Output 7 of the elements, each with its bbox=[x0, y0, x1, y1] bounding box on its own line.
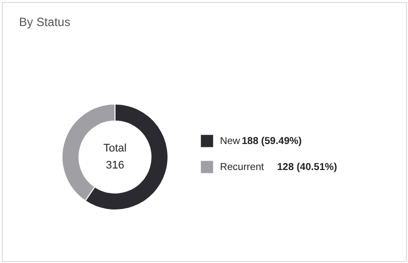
data-label: 188 (59.49%) bbox=[242, 136, 302, 147]
text: Total bbox=[103, 142, 127, 154]
legend-label: Recurrent bbox=[220, 162, 264, 173]
text: 316 bbox=[106, 160, 124, 172]
chart-title: By Status bbox=[19, 15, 70, 29]
data-label: 128 (40.51%) bbox=[277, 162, 338, 173]
legend-label: New bbox=[220, 136, 241, 147]
